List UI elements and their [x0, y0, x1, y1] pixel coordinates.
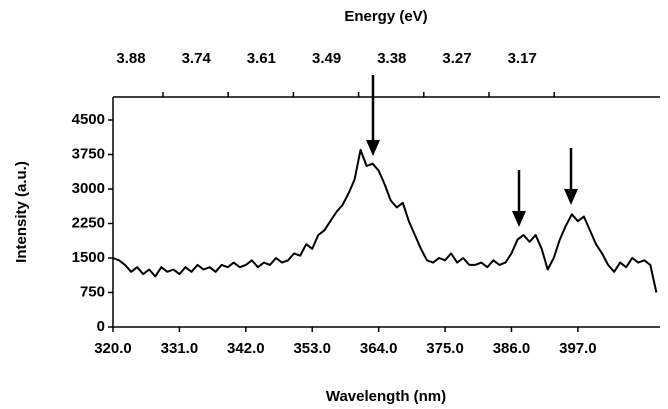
x-axis-title: Wavelength (nm)	[326, 388, 446, 405]
x-tick-label: 320.0	[94, 340, 132, 357]
x-tick-label: 375.0	[426, 340, 464, 357]
y-tick-label: 1500	[72, 249, 105, 266]
y-tick-label: 750	[80, 283, 105, 300]
x2-tick-label: 3.38	[377, 50, 406, 67]
x2-axis-title: Energy (eV)	[344, 8, 427, 25]
y-tick-label: 0	[97, 318, 105, 335]
x-tick-label: 342.0	[227, 340, 265, 357]
x2-tick-label: 3.88	[116, 50, 145, 67]
y-tick-label: 3000	[72, 180, 105, 197]
data-line	[112, 148, 658, 293]
y-tick-label: 2250	[72, 214, 105, 231]
x2-tick-label: 3.49	[312, 50, 341, 67]
x2-tick-label: 3.27	[442, 50, 471, 67]
y-axis-title: Intensity (a.u.)	[13, 161, 30, 263]
x-tick-label: 353.0	[293, 340, 331, 357]
x2-tick-label: 3.17	[508, 50, 537, 67]
arrows	[366, 75, 578, 227]
x-tick-label: 397.0	[559, 340, 597, 357]
y-tick-label: 3750	[72, 145, 105, 162]
y-tick-label: 4500	[72, 111, 105, 128]
x-tick-label: 331.0	[161, 340, 199, 357]
x-tick-label: 386.0	[493, 340, 531, 357]
x2-tick-label: 3.61	[247, 50, 276, 67]
x2-tick-label: 3.74	[182, 50, 212, 67]
x-tick-label: 364.0	[360, 340, 398, 357]
